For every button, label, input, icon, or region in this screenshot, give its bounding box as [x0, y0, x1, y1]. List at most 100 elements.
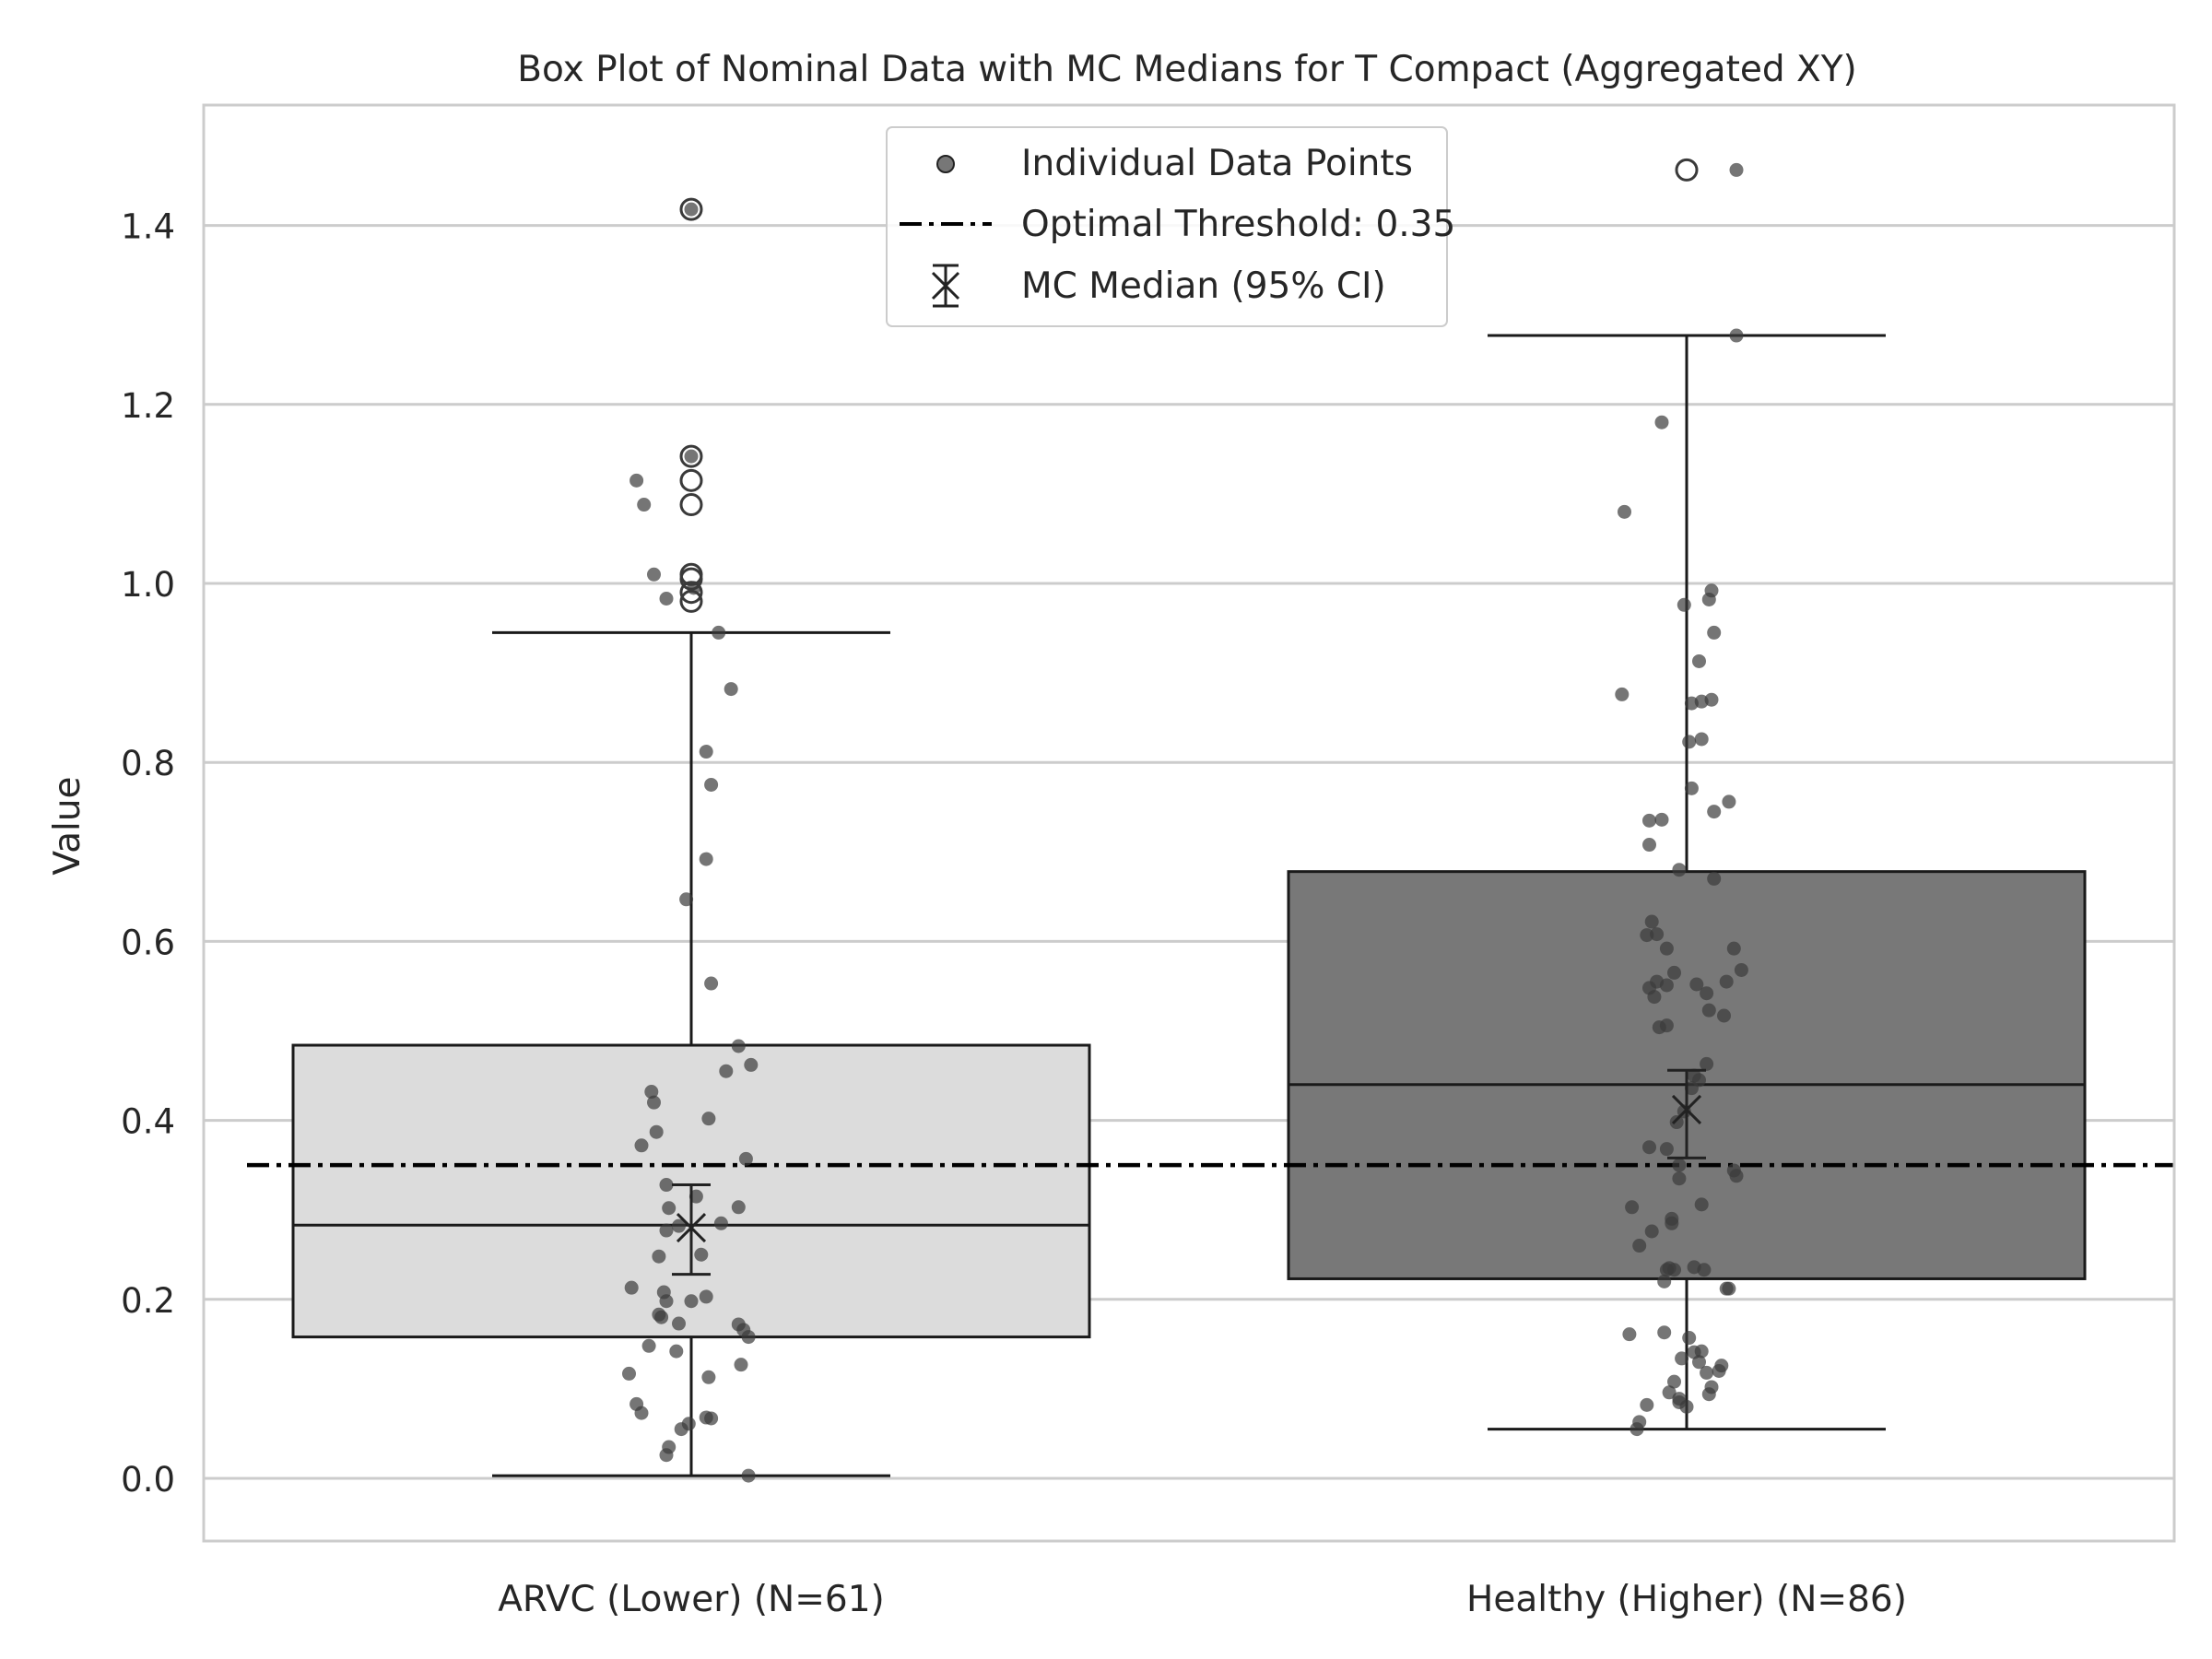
data-point — [1672, 1171, 1687, 1186]
data-point — [1700, 986, 1714, 1001]
data-point — [1729, 162, 1744, 177]
data-point — [1722, 794, 1736, 809]
data-point — [1640, 928, 1654, 943]
data-point — [704, 777, 719, 792]
y-axis: 0.0 0.2 0.4 0.6 0.8 1.0 1.2 1.4 — [121, 207, 175, 1500]
data-point — [1659, 978, 1674, 993]
mc-medians — [672, 1068, 1706, 1277]
legend-box — [886, 126, 1448, 327]
data-point — [684, 449, 699, 464]
data-point — [1694, 1197, 1709, 1212]
outlier-marker — [679, 444, 703, 468]
data-point — [699, 852, 713, 866]
outlier-marker — [679, 197, 703, 221]
data-point — [659, 592, 674, 606]
data-point — [1684, 696, 1699, 711]
data-point — [1722, 1281, 1736, 1296]
data-point — [1650, 927, 1665, 942]
data-point — [1682, 735, 1697, 749]
data-point — [1701, 1387, 1716, 1402]
mc-median-marker — [672, 1183, 711, 1277]
y-tick-label: 0.2 — [121, 1281, 175, 1321]
data-point — [1729, 1169, 1744, 1183]
y-tick-label: 0.4 — [121, 1102, 175, 1142]
data-point — [1694, 732, 1709, 747]
data-point — [738, 1151, 753, 1166]
data-point — [1642, 813, 1656, 828]
data-point — [641, 1338, 656, 1353]
data-point — [669, 1344, 684, 1359]
data-point — [1707, 805, 1722, 819]
data-point — [1669, 1115, 1684, 1130]
data-point — [1700, 1056, 1714, 1071]
data-point — [1701, 592, 1716, 606]
data-point — [1647, 990, 1662, 1005]
box-group — [1287, 158, 2087, 1431]
legend: Individual Data Points Optimal Threshold… — [886, 126, 1455, 327]
data-point — [1672, 1158, 1687, 1172]
box-group — [291, 197, 1091, 1477]
data-point — [1689, 977, 1704, 992]
data-point — [637, 498, 652, 512]
data-point — [1630, 1422, 1644, 1437]
data-point — [622, 1366, 636, 1381]
data-point — [712, 625, 726, 640]
data-point — [659, 1223, 674, 1238]
data-point — [634, 1138, 649, 1153]
data-point — [659, 1178, 674, 1193]
x-tick-label: Healthy (Higher) (N=86) — [1466, 1579, 1907, 1620]
data-point — [734, 1358, 748, 1372]
data-point — [634, 1406, 649, 1420]
data-point — [1657, 1325, 1672, 1340]
data-point — [744, 1057, 759, 1072]
data-point — [1734, 962, 1748, 977]
outlier-marker — [679, 468, 703, 492]
data-point — [1726, 941, 1741, 956]
data-point — [701, 1112, 716, 1126]
data-point — [1684, 781, 1699, 795]
data-point — [1654, 812, 1669, 827]
data-point — [1717, 1008, 1731, 1023]
data-point — [1615, 687, 1630, 701]
boxes — [291, 158, 2087, 1477]
data-point — [644, 1085, 659, 1100]
data-point — [1679, 1399, 1694, 1414]
data-point — [1665, 1216, 1679, 1230]
data-point — [1675, 1351, 1689, 1366]
y-tick-label: 0.6 — [121, 923, 175, 962]
data-point — [1707, 871, 1722, 886]
data-point — [679, 892, 694, 907]
data-point — [1642, 838, 1656, 853]
data-point — [649, 1124, 664, 1139]
data-point — [1644, 914, 1659, 929]
data-point — [1682, 1331, 1697, 1346]
plot-frame — [202, 103, 2176, 1543]
data-point — [687, 581, 701, 595]
median-x-stroke — [676, 1213, 707, 1243]
legend-points-label: Individual Data Points — [1021, 143, 1413, 184]
legend-median-label: MC Median (95% CI) — [1021, 265, 1386, 307]
data-point — [701, 1370, 716, 1384]
data-point — [741, 1330, 756, 1345]
legend-threshold-label: Optimal Threshold: 0.35 — [1021, 204, 1455, 245]
data-point — [684, 1294, 699, 1309]
data-point — [1659, 1142, 1674, 1157]
x-axis: ARVC (Lower) (N=61) Healthy (Higher) (N=8… — [498, 1579, 1907, 1620]
chart-title: Box Plot of Nominal Data with MC Medians… — [517, 49, 1857, 90]
y-tick-label: 0.8 — [121, 744, 175, 783]
data-point — [1640, 1397, 1654, 1412]
data-point — [699, 745, 713, 759]
data-point — [1697, 1263, 1712, 1277]
data-point — [672, 1316, 686, 1331]
data-point — [624, 1280, 639, 1295]
data-point — [694, 1247, 709, 1262]
data-point — [1625, 1200, 1640, 1215]
outlier-marker — [1675, 158, 1699, 182]
data-point — [713, 1216, 728, 1230]
x-tick-label: ARVC (Lower) (N=61) — [498, 1579, 885, 1620]
data-point — [659, 1294, 674, 1309]
data-point — [647, 1095, 661, 1110]
data-point — [1701, 1003, 1716, 1018]
data-point — [1657, 1274, 1672, 1288]
data-point — [647, 567, 661, 582]
